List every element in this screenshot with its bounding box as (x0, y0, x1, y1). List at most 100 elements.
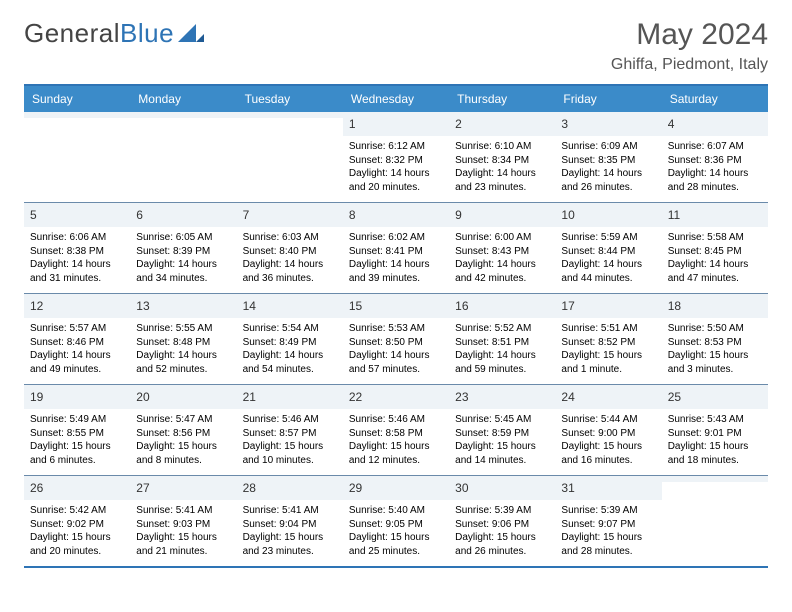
daynum-row: 9 (449, 203, 555, 227)
day-info: Sunrise: 6:03 AMSunset: 8:40 PMDaylight:… (243, 231, 337, 285)
sunrise-text: Sunrise: 5:59 AM (561, 231, 655, 245)
day-info: Sunrise: 5:57 AMSunset: 8:46 PMDaylight:… (30, 322, 124, 376)
day-number: 23 (455, 390, 468, 404)
daylight-text: Daylight: 14 hours and 54 minutes. (243, 349, 337, 376)
calendar: SundayMondayTuesdayWednesdayThursdayFrid… (24, 84, 768, 568)
daylight-text: Daylight: 14 hours and 28 minutes. (668, 167, 762, 194)
sunset-text: Sunset: 8:41 PM (349, 245, 443, 259)
month-title: May 2024 (611, 18, 768, 52)
sunset-text: Sunset: 8:59 PM (455, 427, 549, 441)
day-cell: 2 Sunrise: 6:10 AMSunset: 8:34 PMDaylight… (449, 112, 555, 202)
day-number: 22 (349, 390, 362, 404)
day-number: 6 (136, 208, 143, 222)
daylight-text: Daylight: 15 hours and 18 minutes. (668, 440, 762, 467)
day-header-cell: Tuesday (237, 86, 343, 112)
day-cell: 8Sunrise: 6:02 AMSunset: 8:41 PMDaylight… (343, 203, 449, 293)
day-cell: 17Sunrise: 5:51 AMSunset: 8:52 PMDayligh… (555, 294, 661, 384)
daynum-row: 31 (555, 476, 661, 500)
sunrise-text: Sunrise: 5:58 AM (668, 231, 762, 245)
daylight-text: Daylight: 14 hours and 31 minutes. (30, 258, 124, 285)
sunset-text: Sunset: 9:07 PM (561, 518, 655, 532)
day-number: 3 (561, 117, 568, 131)
day-info: Sunrise: 6:12 AMSunset: 8:32 PMDaylight:… (349, 140, 443, 194)
daynum-row: 10 (555, 203, 661, 227)
day-number: 9 (455, 208, 462, 222)
week-row: 19Sunrise: 5:49 AMSunset: 8:55 PMDayligh… (24, 385, 768, 476)
day-cell: 6Sunrise: 6:05 AMSunset: 8:39 PMDaylight… (130, 203, 236, 293)
daynum-row: 25 (662, 385, 768, 409)
sunrise-text: Sunrise: 6:05 AM (136, 231, 230, 245)
day-info: Sunrise: 6:06 AMSunset: 8:38 PMDaylight:… (30, 231, 124, 285)
sunset-text: Sunset: 8:50 PM (349, 336, 443, 350)
day-cell: 5 Sunrise: 6:06 AMSunset: 8:38 PMDaylight… (24, 203, 130, 293)
day-cell (130, 112, 236, 202)
day-info: Sunrise: 5:47 AMSunset: 8:56 PMDaylight:… (136, 413, 230, 467)
day-info: Sunrise: 6:09 AMSunset: 8:35 PMDaylight:… (561, 140, 655, 194)
sunset-text: Sunset: 8:44 PM (561, 245, 655, 259)
daynum-row: 24 (555, 385, 661, 409)
day-info: Sunrise: 5:40 AMSunset: 9:05 PMDaylight:… (349, 504, 443, 558)
daynum-row: 1 (343, 112, 449, 136)
day-info: Sunrise: 6:10 AMSunset: 8:34 PMDaylight:… (455, 140, 549, 194)
sunrise-text: Sunrise: 5:57 AM (30, 322, 124, 336)
daynum-row: 28 (237, 476, 343, 500)
sunrise-text: Sunrise: 5:49 AM (30, 413, 124, 427)
day-cell: 30Sunrise: 5:39 AMSunset: 9:06 PMDayligh… (449, 476, 555, 566)
logo-mark-icon (178, 18, 204, 49)
day-header-cell: Thursday (449, 86, 555, 112)
daynum-row: 19 (24, 385, 130, 409)
day-number: 8 (349, 208, 356, 222)
day-info: Sunrise: 5:59 AMSunset: 8:44 PMDaylight:… (561, 231, 655, 285)
daynum-row: 16 (449, 294, 555, 318)
daylight-text: Daylight: 14 hours and 36 minutes. (243, 258, 337, 285)
day-cell: 23 Sunrise: 5:45 AMSunset: 8:59 PMDayligh… (449, 385, 555, 475)
daylight-text: Daylight: 15 hours and 23 minutes. (243, 531, 337, 558)
daynum-row: 3 (555, 112, 661, 136)
daynum-row: 18 (662, 294, 768, 318)
daylight-text: Daylight: 14 hours and 47 minutes. (668, 258, 762, 285)
daynum-row: 2 (449, 112, 555, 136)
sunrise-text: Sunrise: 6:02 AM (349, 231, 443, 245)
day-info: Sunrise: 5:46 AMSunset: 8:57 PMDaylight:… (243, 413, 337, 467)
day-number: 24 (561, 390, 574, 404)
sunrise-text: Sunrise: 6:12 AM (349, 140, 443, 154)
sunrise-text: Sunrise: 5:42 AM (30, 504, 124, 518)
daylight-text: Daylight: 14 hours and 57 minutes. (349, 349, 443, 376)
sunrise-text: Sunrise: 5:41 AM (243, 504, 337, 518)
sunrise-text: Sunrise: 5:52 AM (455, 322, 549, 336)
sunrise-text: Sunrise: 5:40 AM (349, 504, 443, 518)
day-info: Sunrise: 5:46 AMSunset: 8:58 PMDaylight:… (349, 413, 443, 467)
daynum-row: 5 (24, 203, 130, 227)
daynum-row: 23 (449, 385, 555, 409)
day-info: Sunrise: 5:55 AMSunset: 8:48 PMDaylight:… (136, 322, 230, 376)
day-number: 12 (30, 299, 43, 313)
daylight-text: Daylight: 15 hours and 20 minutes. (30, 531, 124, 558)
sunset-text: Sunset: 8:43 PM (455, 245, 549, 259)
daynum-row: 27 (130, 476, 236, 500)
day-cell: 13 Sunrise: 5:55 AMSunset: 8:48 PMDayligh… (130, 294, 236, 384)
daylight-text: Daylight: 14 hours and 34 minutes. (136, 258, 230, 285)
day-number: 16 (455, 299, 468, 313)
day-info: Sunrise: 5:42 AMSunset: 9:02 PMDaylight:… (30, 504, 124, 558)
day-cell: 26 Sunrise: 5:42 AMSunset: 9:02 PMDayligh… (24, 476, 130, 566)
logo-text-2: Blue (120, 18, 174, 49)
day-number: 11 (668, 208, 680, 222)
daynum-row: 13 (130, 294, 236, 318)
day-number: 19 (30, 390, 43, 404)
day-cell: 15Sunrise: 5:53 AMSunset: 8:50 PMDayligh… (343, 294, 449, 384)
daynum-row: 11 (662, 203, 768, 227)
day-info: Sunrise: 5:43 AMSunset: 9:01 PMDaylight:… (668, 413, 762, 467)
day-number: 30 (455, 481, 468, 495)
sunset-text: Sunset: 8:52 PM (561, 336, 655, 350)
day-cell (662, 476, 768, 566)
daylight-text: Daylight: 15 hours and 14 minutes. (455, 440, 549, 467)
daylight-text: Daylight: 14 hours and 52 minutes. (136, 349, 230, 376)
day-info: Sunrise: 5:45 AMSunset: 8:59 PMDaylight:… (455, 413, 549, 467)
sunset-text: Sunset: 8:58 PM (349, 427, 443, 441)
day-number: 31 (561, 481, 574, 495)
daynum-row: 26 (24, 476, 130, 500)
daynum-row: 29 (343, 476, 449, 500)
daylight-text: Daylight: 15 hours and 3 minutes. (668, 349, 762, 376)
day-cell: 14Sunrise: 5:54 AMSunset: 8:49 PMDayligh… (237, 294, 343, 384)
daylight-text: Daylight: 14 hours and 23 minutes. (455, 167, 549, 194)
